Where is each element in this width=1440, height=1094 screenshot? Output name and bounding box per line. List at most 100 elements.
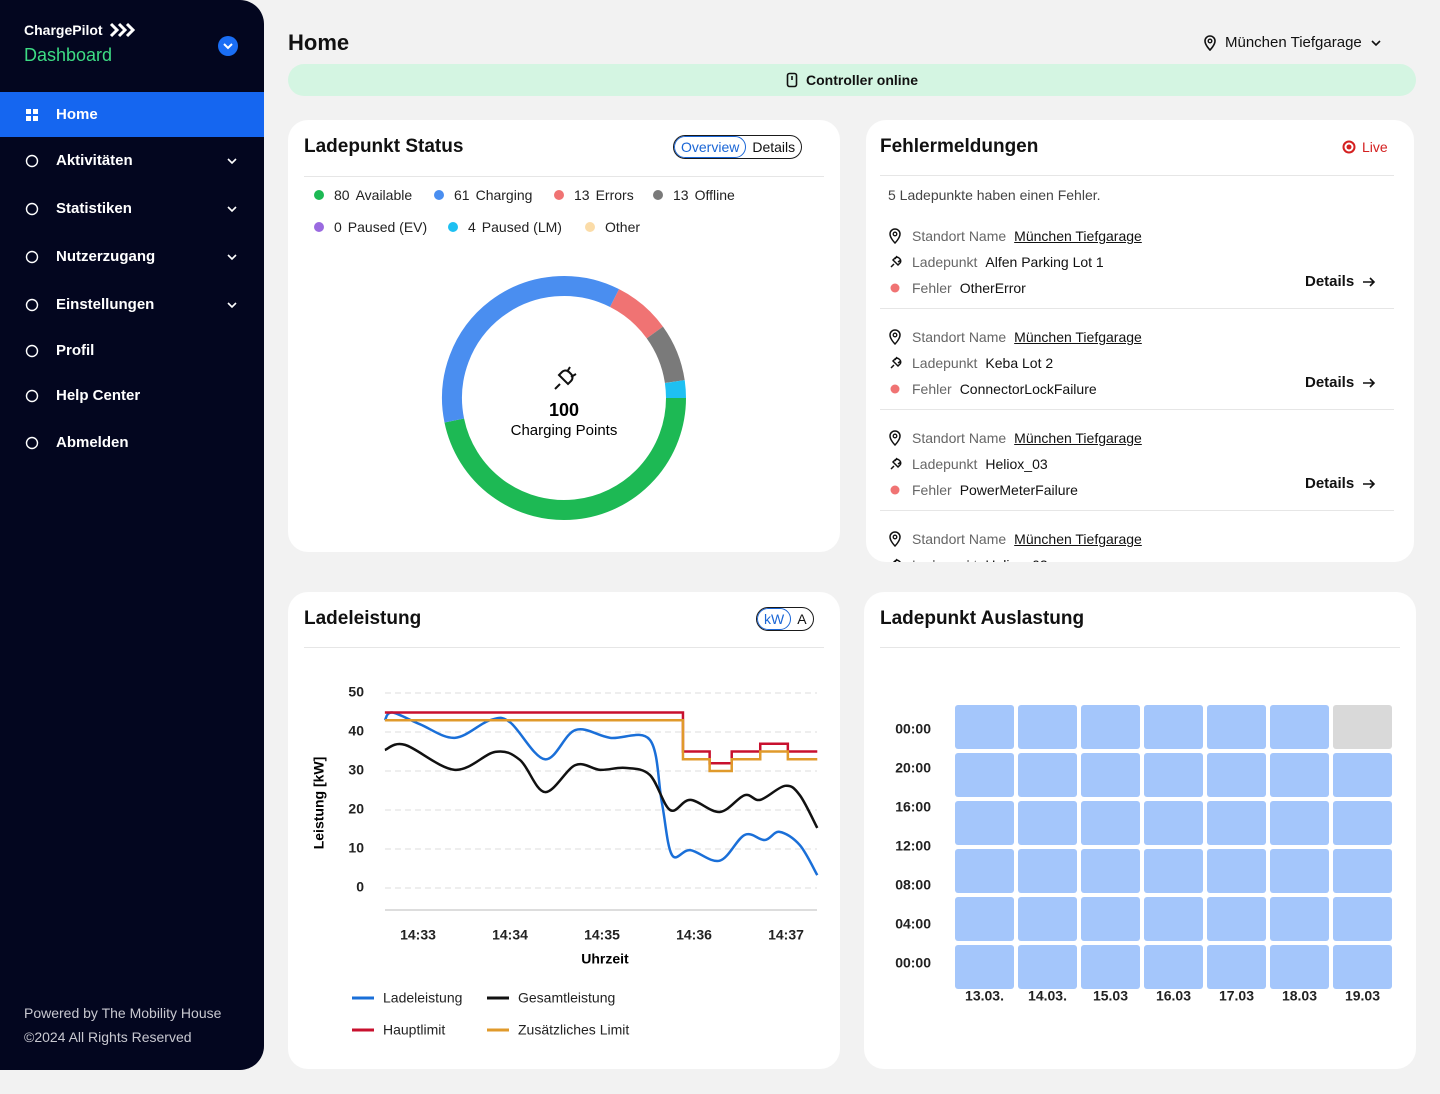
sidebar: ChargePilot Dashboard Home Aktivitäten Sta… [0, 0, 264, 1070]
tab[interactable]: Overview [674, 136, 747, 158]
errors-card: Fehlermeldungen Live 5 Ladepunkte haben … [866, 120, 1414, 562]
legend-label: Offline [694, 187, 735, 203]
field-value: München Tiefgarage [1014, 329, 1142, 345]
field-label: Ladepunkt [912, 557, 977, 562]
tab[interactable]: Details [752, 139, 796, 155]
legend-value: 0 [334, 219, 342, 235]
nav-icon [25, 154, 39, 167]
product-name: Dashboard [24, 45, 113, 65]
field-label: Standort Name [912, 531, 1007, 547]
live-indicator: Live [1342, 139, 1388, 155]
error-icon [890, 283, 900, 293]
field-value: OtherError [959, 280, 1026, 296]
legend-item: 80 Available [314, 187, 412, 203]
legend-item: 0 Paused (EV) [314, 219, 427, 235]
location-icon [889, 228, 901, 244]
legend-dot [653, 190, 663, 200]
unit[interactable]: kW [757, 608, 792, 630]
nav-chevron [227, 205, 237, 212]
details-text: Details [1305, 374, 1355, 391]
controller-icon [786, 72, 798, 88]
legend-label: Paused (LM) [481, 219, 562, 235]
legend-label: Charging [475, 187, 533, 203]
location-select[interactable]: München Tiefgarage [1203, 34, 1382, 51]
nav-label: Help Center [56, 387, 141, 404]
legend-dot [585, 222, 595, 232]
status-card: Ladepunkt Status Overview Details [288, 120, 840, 552]
legend-label: Available [355, 187, 413, 203]
nav-item[interactable]: Home [0, 92, 264, 137]
details-link[interactable]: Details [1305, 475, 1376, 492]
legend-value: 61 [454, 187, 470, 203]
nav-item[interactable]: Nutzerzugang [0, 234, 264, 279]
power-card: Ladeleistung kW A [288, 592, 840, 1069]
error-row: Fehler ConnectorLockFailure [888, 379, 1097, 399]
legend-dot [314, 190, 324, 200]
nav-icon [25, 298, 39, 311]
error-summary: 5 Ladepunkte haben einen Fehler. [888, 187, 1101, 203]
location-name: München Tiefgarage [1225, 34, 1362, 51]
brand: ChargePilot [24, 22, 137, 38]
brand-logo [109, 22, 135, 38]
footer-line: Powered by The Mobility House [24, 1005, 222, 1021]
nav-icon [26, 108, 38, 121]
legend-value: 80 [334, 187, 350, 203]
page-title: Home [288, 30, 350, 55]
legend-item: 4 Paused (LM) [448, 219, 562, 235]
field-value: Alfen Parking Lot 1 [985, 254, 1104, 270]
nav-item[interactable]: Abmelden [0, 420, 264, 465]
nav-icon [25, 436, 39, 449]
field-value: PowerMeterFailure [959, 482, 1078, 498]
nav-item[interactable]: Einstellungen [0, 282, 264, 327]
nav-item[interactable]: Aktivitäten [0, 138, 264, 183]
footer-line: ©2024 All Rights Reserved [24, 1029, 192, 1045]
legend-label: Other [605, 219, 641, 235]
divider [880, 409, 1394, 410]
field-label: Standort Name [912, 228, 1007, 244]
error-row: Standort Name München Tiefgarage [888, 226, 1142, 246]
legend-dot [434, 190, 444, 200]
nav-label: Home [56, 106, 98, 123]
error-icon [890, 384, 900, 394]
field-value: ConnectorLockFailure [959, 381, 1097, 397]
nav-item[interactable]: Profil [0, 328, 264, 373]
error-row: Ladepunkt Keba Lot 2 [888, 353, 1053, 373]
error-row: Ladepunkt Heliox_02 [888, 555, 1048, 562]
error-row: Fehler PowerMeterFailure [888, 480, 1078, 500]
nav-icon [25, 344, 39, 357]
error-row: Ladepunkt Heliox_03 [888, 454, 1048, 474]
field-label: Standort Name [912, 430, 1007, 446]
charger-icon [890, 457, 902, 470]
field-value: München Tiefgarage [1014, 430, 1142, 446]
unit[interactable]: A [797, 611, 807, 627]
nav-chevron [227, 157, 237, 164]
legend-label: Paused (EV) [347, 219, 428, 235]
field-value: Heliox_03 [985, 456, 1048, 472]
legend-item: 61 Charging [434, 187, 532, 203]
location-icon [889, 329, 901, 345]
nav-icon [25, 250, 39, 263]
details-link[interactable]: Details [1305, 273, 1376, 290]
card-title: Ladeleistung [304, 608, 422, 629]
footer: Powered by The Mobility House ©2024 All … [24, 1001, 221, 1049]
details-text: Details [1305, 273, 1355, 290]
nav-label: Statistiken [56, 200, 132, 217]
divider [880, 175, 1394, 176]
location-icon [889, 531, 901, 547]
location-icon [889, 430, 901, 446]
field-label: Ladepunkt [912, 254, 978, 270]
divider [880, 647, 1400, 648]
field-label: Ladepunkt [912, 456, 978, 472]
account-toggle[interactable] [217, 35, 239, 57]
chevron [1371, 39, 1381, 46]
error-row: Standort Name München Tiefgarage [888, 529, 1142, 549]
details-link[interactable]: Details [1305, 374, 1376, 391]
nav-item[interactable]: Statistiken [0, 186, 264, 231]
nav-item[interactable]: Help Center [0, 373, 264, 418]
legend-label: Errors [595, 187, 634, 203]
field-value: München Tiefgarage [1014, 228, 1142, 244]
field-value: Keba Lot 2 [985, 355, 1054, 371]
nav-icon [25, 389, 39, 402]
charger-icon [892, 558, 901, 562]
